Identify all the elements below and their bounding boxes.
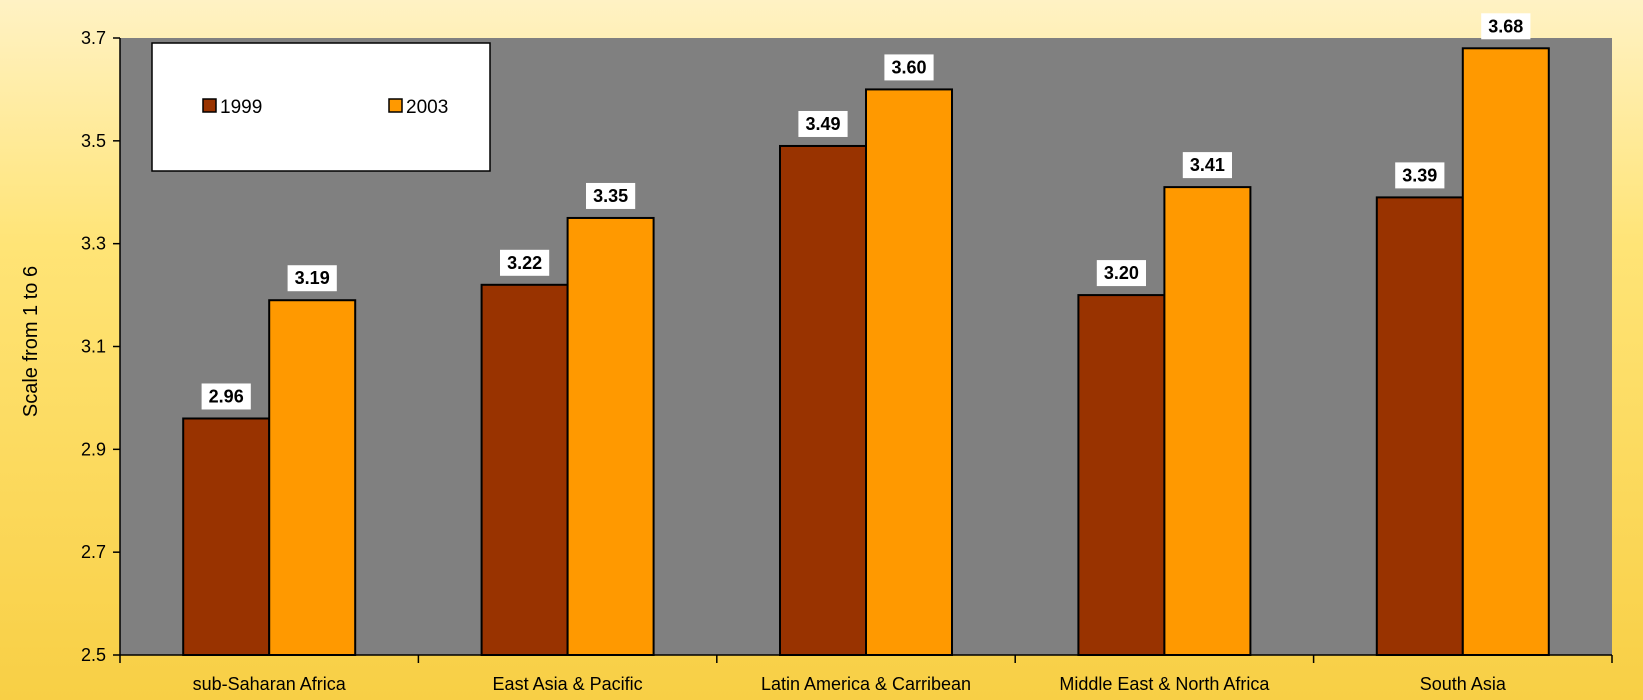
data-label-2003-1: 3.19 [295,268,330,288]
legend-swatch-1999 [202,98,217,113]
x-tick-label-5: South Asia [1420,674,1507,694]
bar-1999-4 [1077,294,1166,656]
data-label-1999-4: 3.20 [1104,263,1139,283]
legend: 1999 2003 [151,42,491,172]
axes-layer: sub-Saharan Africa East Asia & Pacific Lat… [81,28,1613,694]
bars-layer [182,47,1550,657]
y-tick-label-6: 3.7 [81,28,106,48]
data-labels-layer: 2.96 3.19 3.22 3.35 3.49 3.60 3.20 3.41 3.39 3.68 [201,13,1531,410]
data-label-bg-1999-1 [201,383,251,410]
bar-2003-2 [566,216,655,656]
x-tick-label-3: Latin America & Carribean [761,674,971,694]
data-label-bg-1999-3 [798,110,848,137]
data-label-2003-4: 3.41 [1190,155,1225,175]
y-tick-label-5: 3.5 [81,131,106,151]
data-label-bg-2003-5 [1481,13,1531,40]
y-tick-label-0: 2.5 [81,645,106,665]
data-label-bg-2003-3 [884,54,934,81]
data-label-1999-1: 2.96 [209,386,244,406]
bar-1999-2 [480,283,569,656]
x-tick-label-1: sub-Saharan Africa [193,674,347,694]
data-label-2003-5: 3.68 [1488,16,1523,36]
data-label-2003-2: 3.35 [593,186,628,206]
x-tick-label-2: East Asia & Pacific [493,674,643,694]
data-label-bg-1999-2 [500,249,550,276]
bar-2003-3 [865,88,953,656]
bar-2003-1 [268,299,357,656]
data-label-1999-2: 3.22 [507,253,542,273]
legend-label-2003: 2003 [406,97,448,118]
legend-swatch-2003 [388,98,403,113]
y-tick-label-3: 3.1 [81,337,106,357]
data-label-bg-1999-5 [1395,162,1445,189]
legend-label-1999: 1999 [220,97,262,118]
y-tick-label-2: 2.9 [81,439,106,459]
data-label-bg-1999-4 [1096,260,1146,287]
bar-1999-1 [182,417,271,656]
data-label-2003-3: 3.60 [891,57,926,77]
data-label-bg-2003-1 [287,265,337,292]
data-label-bg-2003-2 [586,182,636,209]
data-label-bg-2003-4 [1182,152,1232,179]
data-label-1999-3: 3.49 [805,114,840,134]
x-tick-label-4: Middle East & North Africa [1059,674,1270,694]
data-label-1999-5: 3.39 [1402,165,1437,185]
bar-2003-4 [1163,186,1252,656]
y-tick-label-4: 3.3 [81,234,106,254]
y-tick-label-1: 2.7 [81,542,106,562]
y-axis-title: Scale from 1 to 6 [20,266,42,417]
bar-1999-5 [1375,196,1464,656]
bar-2003-5 [1461,47,1550,657]
bar-1999-3 [779,144,867,656]
